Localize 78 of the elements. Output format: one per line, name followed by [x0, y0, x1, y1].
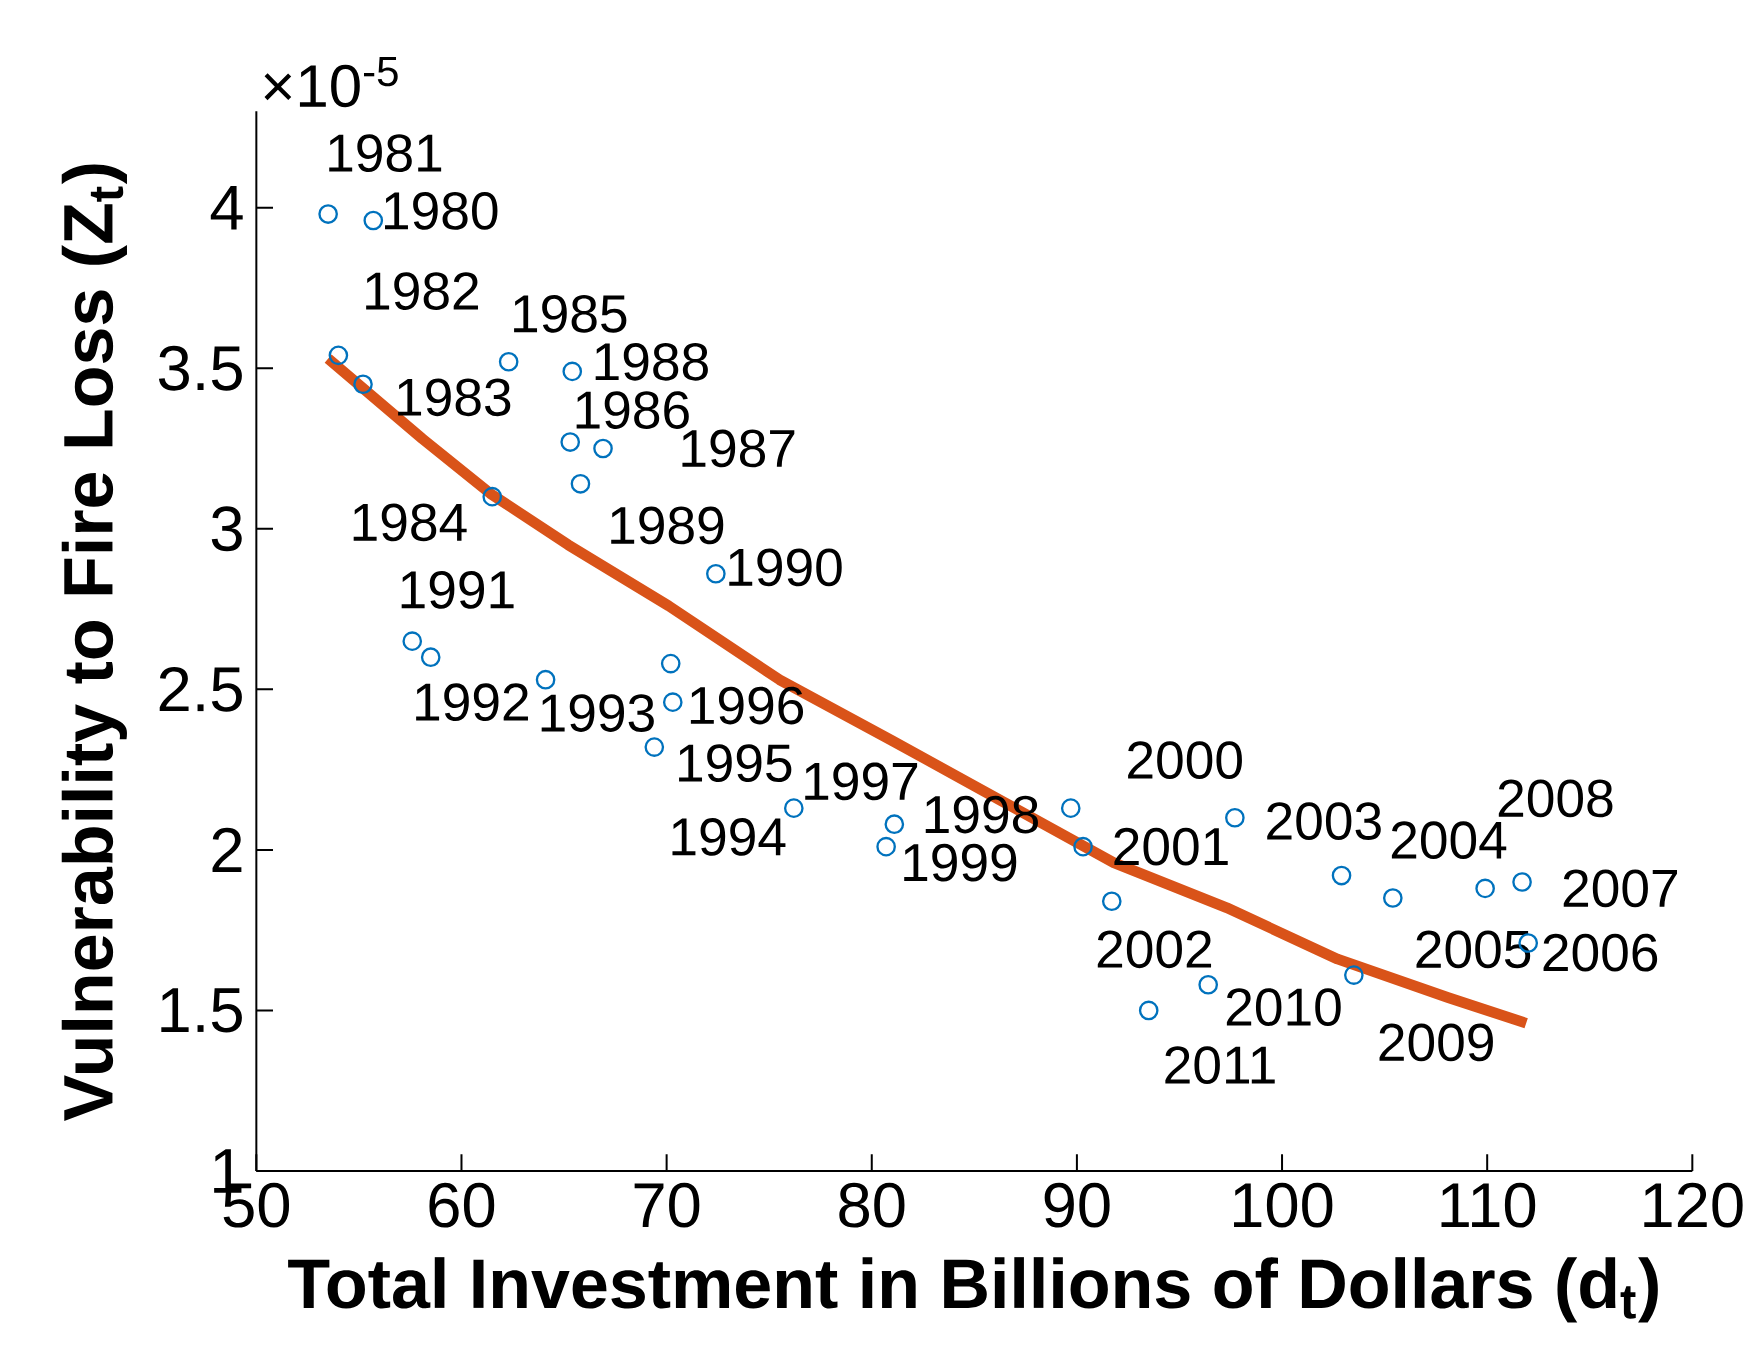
- point: [706, 563, 726, 584]
- point: [884, 814, 905, 835]
- point: [660, 653, 681, 674]
- annotation: 1991: [401, 570, 514, 609]
- point: [876, 836, 896, 857]
- annotation: 2001: [1114, 827, 1228, 866]
- point: [1073, 836, 1093, 857]
- annotation: 1986: [576, 391, 689, 429]
- point: [560, 432, 581, 452]
- point: [328, 345, 349, 366]
- x-tick-label: 60: [429, 1182, 495, 1228]
- point: [1101, 891, 1122, 912]
- annotation: 1996: [690, 686, 804, 725]
- annotation: 2000: [1128, 741, 1242, 780]
- y-tick-label: 4: [210, 185, 243, 230]
- x-tick-label: 70: [634, 1182, 700, 1228]
- point: [1382, 888, 1403, 908]
- text: ×10$^{-5}$: [264, 56, 398, 108]
- annotation: 1997: [805, 762, 918, 801]
- annotation: 1984: [353, 503, 467, 542]
- point: [420, 647, 441, 668]
- point: [353, 374, 373, 395]
- annotation: 1993: [541, 694, 654, 732]
- annotation: 1992: [416, 683, 528, 722]
- annotation: 2004: [1391, 821, 1507, 860]
- point: [1138, 1000, 1159, 1021]
- annotation: 1994: [672, 818, 786, 856]
- x-tick-label: 100: [1234, 1182, 1333, 1228]
- point: [1475, 878, 1495, 899]
- x-tick-label: 90: [1044, 1182, 1110, 1228]
- point: [318, 204, 338, 224]
- annotation: 2007: [1563, 869, 1678, 908]
- annotation: 1999: [904, 843, 1017, 882]
- annotation: 2008: [1498, 779, 1613, 818]
- x-tick-label: 80: [839, 1182, 905, 1228]
- y-tick-label: 2.5: [159, 666, 242, 712]
- annotation: 1987: [682, 429, 795, 468]
- point: [363, 210, 384, 231]
- y-tick-label: 1.5: [161, 988, 242, 1033]
- annotation: 2002: [1097, 930, 1212, 969]
- point: [402, 631, 423, 651]
- y-tick-label: 2: [212, 827, 242, 872]
- x-tick-label: 110: [1441, 1182, 1536, 1228]
- point: [498, 351, 519, 372]
- x-tick-label: 120: [1644, 1182, 1743, 1228]
- point: [1060, 798, 1081, 818]
- point: [1331, 865, 1352, 886]
- x-axis-title: Total Investment in Billions of Dollars (d$_{t}$): [288, 1257, 1658, 1323]
- point: [783, 798, 804, 818]
- annotation: 1983: [398, 378, 511, 417]
- annotation: 1988: [595, 342, 708, 381]
- annotation: 1989: [611, 506, 724, 545]
- point: [535, 669, 556, 690]
- y-tick-label: 3: [211, 506, 242, 552]
- annotation: 2009: [1379, 1023, 1493, 1062]
- point: [570, 473, 591, 494]
- annotation: 1981: [329, 134, 442, 172]
- annotation: 2003: [1267, 802, 1381, 840]
- point: [662, 692, 683, 712]
- y-tick-label: 3.5: [158, 345, 242, 391]
- point: [1512, 872, 1532, 892]
- annotation: 2005: [1416, 930, 1531, 969]
- point: [644, 737, 665, 757]
- y-axis-title: Vulnerability to Fire Loss (Z$_{t}$): [61, 164, 127, 1121]
- annotation: 1985: [514, 294, 627, 333]
- annotation: 1990: [729, 548, 842, 587]
- point: [562, 361, 583, 382]
- annotation: 1982: [366, 272, 479, 310]
- annotation: 2006: [1543, 933, 1658, 972]
- annotation: 2010: [1226, 988, 1341, 1026]
- point: [1344, 965, 1364, 985]
- point: [593, 438, 613, 459]
- point: [1198, 974, 1219, 995]
- annotation: 2011: [1165, 1046, 1275, 1084]
- annotation: 1980: [385, 191, 498, 230]
- point: [482, 486, 503, 507]
- point: [1225, 807, 1245, 828]
- annotation: 1995: [679, 744, 792, 782]
